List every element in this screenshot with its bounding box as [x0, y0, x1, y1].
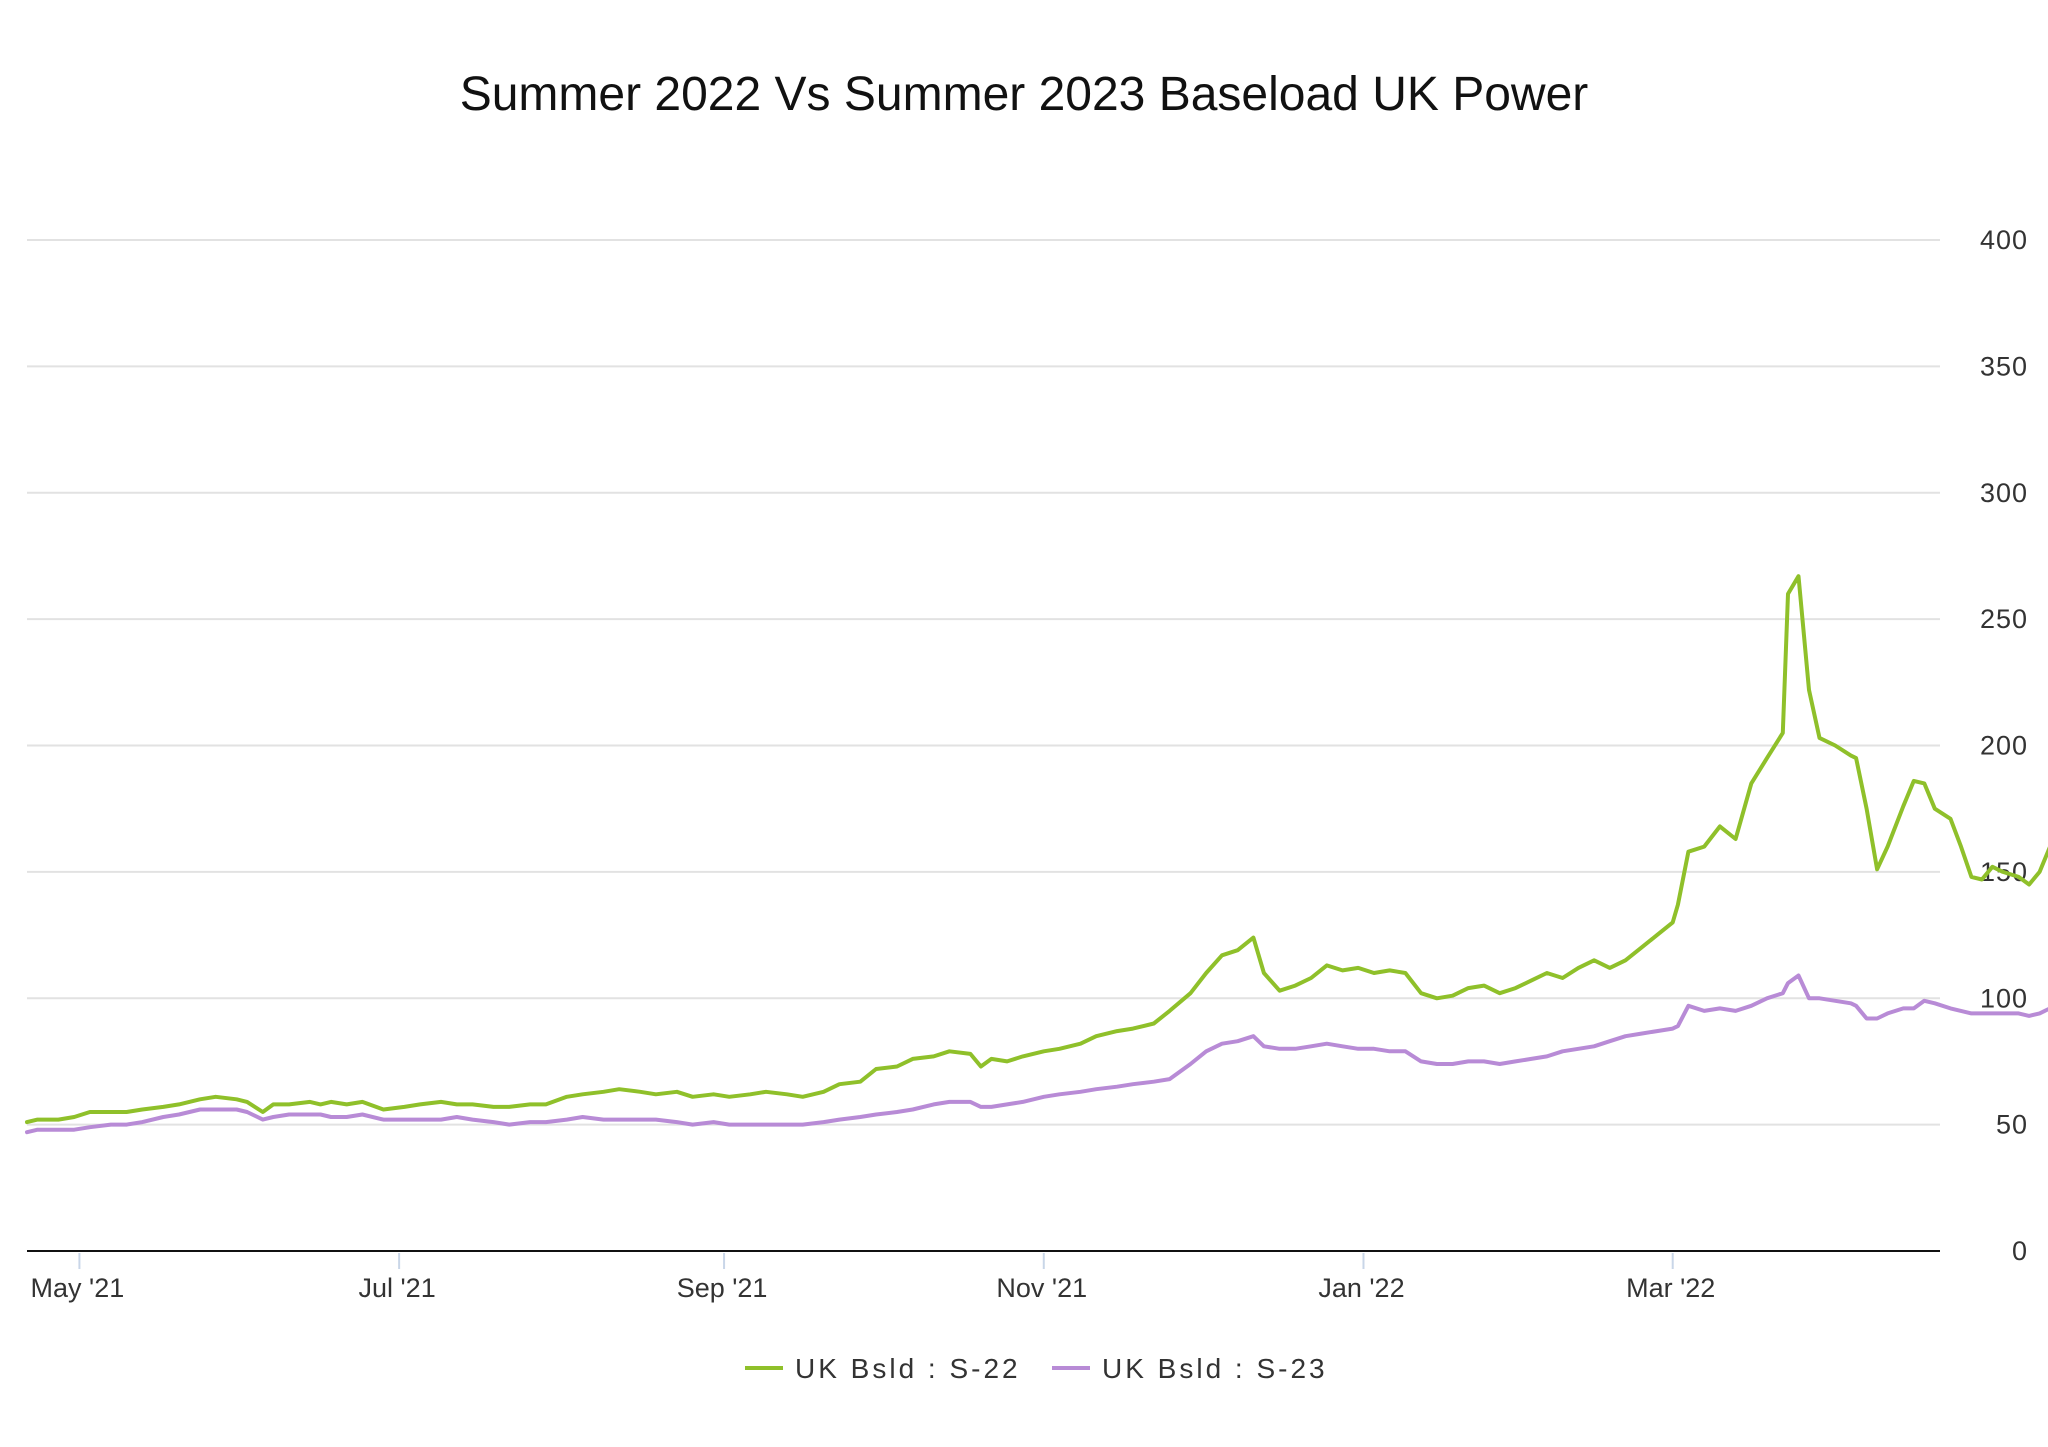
x-tick-label-2: Sep '21: [677, 1273, 768, 1303]
x-axis-ticks: May '21 Jul '21 Sep '21 Nov '21 Jan '22 Mar '…: [31, 1253, 1715, 1303]
series-line-s22[interactable]: [25, 258, 2048, 1125]
legend-label-s23: UK Bsld : S-23: [1102, 1353, 1328, 1384]
x-tick-label-0: May '21: [31, 1273, 125, 1303]
y-tick-label-0: 0: [2012, 1236, 2028, 1266]
legend-item-s22[interactable]: UK Bsld : S-22: [745, 1353, 1021, 1384]
y-tick-label-350: 350: [1980, 351, 2028, 381]
chart-title: Summer 2022 Vs Summer 2023 Baseload UK P…: [460, 68, 1589, 121]
grid-lines: [27, 239, 1940, 1126]
legend-item-s23[interactable]: UK Bsld : S-23: [1052, 1353, 1328, 1384]
x-tick-label-5: Mar '22: [1626, 1273, 1715, 1303]
y-tick-label-400: 400: [1980, 225, 2028, 255]
y-tick-label-300: 300: [1980, 478, 2028, 508]
y-tick-label-50: 50: [1996, 1110, 2028, 1140]
x-tick-label-3: Nov '21: [996, 1273, 1087, 1303]
series-lines: [25, 258, 2048, 1135]
x-tick-label-4: Jan '22: [1318, 1273, 1404, 1303]
legend-label-s22: UK Bsld : S-22: [795, 1353, 1021, 1384]
y-tick-label-100: 100: [1980, 983, 2028, 1013]
y-tick-label-250: 250: [1980, 604, 2028, 634]
legend[interactable]: UK Bsld : S-22 UK Bsld : S-23: [745, 1353, 1328, 1384]
series-line-s23[interactable]: [25, 842, 2048, 1135]
x-tick-label-1: Jul '21: [359, 1273, 436, 1303]
y-tick-label-200: 200: [1980, 731, 2028, 761]
